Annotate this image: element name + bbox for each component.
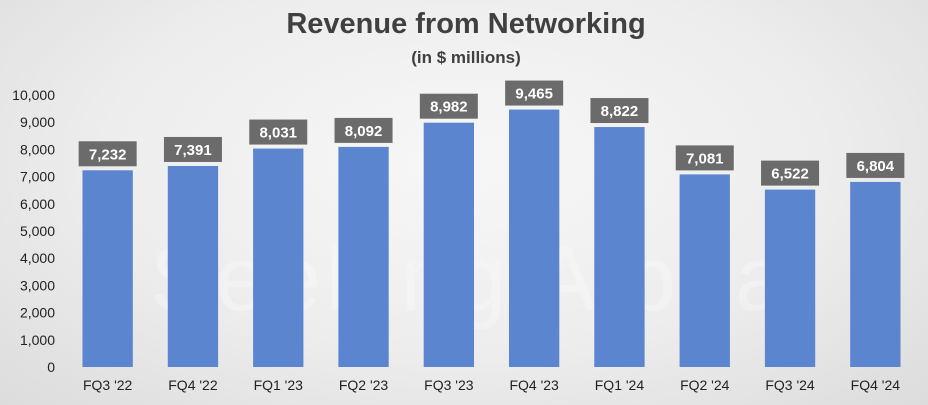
data-label: 6,804 <box>857 158 895 175</box>
y-tick-label: 4,000 <box>20 250 55 266</box>
y-axis: 0 1,000 2,000 3,000 4,000 5,000 6,000 7,000 8,00… <box>12 87 55 375</box>
bar <box>423 122 475 367</box>
data-label: 7,391 <box>174 142 212 159</box>
chart-subtitle: (in $ millions) <box>411 48 521 67</box>
x-tick-label: FQ4 '23 <box>509 377 559 393</box>
x-tick-label: FQ2 '24 <box>680 377 730 393</box>
data-label: 9,465 <box>515 86 553 103</box>
data-label: 8,031 <box>259 125 297 142</box>
y-tick-label: 8,000 <box>20 141 55 157</box>
data-label: 8,092 <box>345 123 383 140</box>
y-tick-label: 6,000 <box>20 196 55 212</box>
bar <box>167 165 219 367</box>
bar <box>338 146 389 367</box>
y-tick-label: 9,000 <box>20 114 55 130</box>
x-tick-label: FQ3 '22 <box>83 377 133 393</box>
y-tick-label: 10,000 <box>12 87 55 103</box>
bar <box>679 174 730 367</box>
bar <box>594 127 645 368</box>
data-label-box <box>78 141 137 167</box>
bar <box>253 148 304 367</box>
x-tick-label: FQ1 '23 <box>254 377 304 393</box>
data-label-box <box>675 145 734 171</box>
data-label: 7,232 <box>89 146 127 163</box>
y-tick-label: 0 <box>47 359 55 375</box>
x-tick-label: FQ3 '23 <box>424 377 474 393</box>
data-label: 6,522 <box>771 166 809 183</box>
y-tick-label: 2,000 <box>20 305 55 321</box>
bar <box>508 109 560 367</box>
data-label-box <box>590 98 649 124</box>
data-label-box <box>163 136 222 162</box>
chart-title: Revenue from Networking <box>286 8 645 40</box>
bar <box>764 189 816 367</box>
y-tick-label: 1,000 <box>20 332 55 348</box>
bar <box>82 170 133 367</box>
x-tick-label: FQ4 '24 <box>851 377 901 393</box>
data-label-box <box>761 160 820 186</box>
data-label-box <box>505 80 564 106</box>
data-label: 7,081 <box>686 150 724 167</box>
y-tick-label: 3,000 <box>20 277 55 293</box>
x-tick-label: FQ1 '24 <box>595 377 645 393</box>
data-labels: 7,232 7,391 8,031 8,092 8,982 9,465 8,822 7,081… <box>78 80 905 186</box>
data-label-box <box>419 93 478 119</box>
y-tick-label: 5,000 <box>20 223 55 239</box>
data-label: 8,982 <box>430 99 468 116</box>
bar <box>850 181 901 367</box>
y-tick-label: 7,000 <box>20 169 55 185</box>
data-label-box <box>249 119 308 145</box>
data-label-box <box>846 152 905 178</box>
data-label: 8,822 <box>601 103 639 120</box>
x-axis: FQ3 '22 FQ4 '22 FQ1 '23 FQ2 '23 FQ3 '23 FQ4 '… <box>83 377 900 393</box>
x-tick-label: FQ4 '22 <box>168 377 218 393</box>
x-tick-label: FQ2 '23 <box>339 377 389 393</box>
x-tick-label: FQ3 '24 <box>765 377 815 393</box>
data-label-box <box>334 117 393 143</box>
bars <box>82 109 901 368</box>
